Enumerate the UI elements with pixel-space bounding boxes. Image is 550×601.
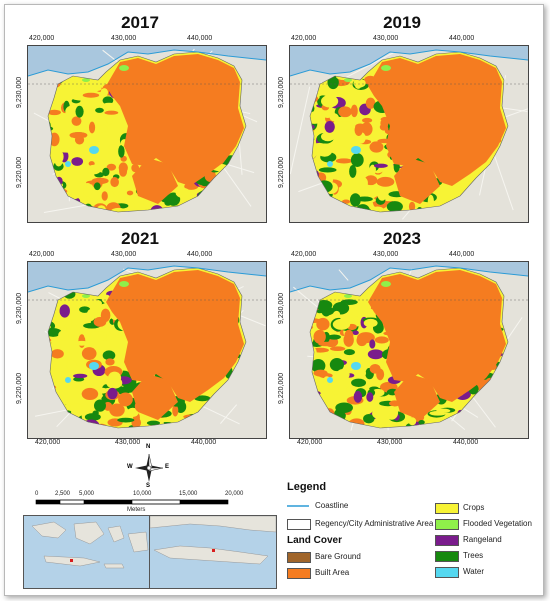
x-tick: 440,000 [187,251,213,258]
panel-title: 2019 [383,13,421,32]
swatch-trees [435,551,459,562]
x-tick: 440,000 [187,35,213,42]
x-tick: 420,000 [29,35,55,42]
east-label: E [165,464,170,470]
y-tick: 9,230,000 [16,76,23,108]
x-tick: 430,000 [373,251,399,258]
legend-built-area: Built Area [315,568,350,577]
panel-title: 2017 [121,13,159,32]
map-frame [289,45,529,223]
map-frame [27,261,267,439]
swatch-bare-ground [287,552,311,563]
legend-admin-area: Regency/City Administrative Area [315,519,434,528]
swatch-rangeland [435,535,459,546]
legend-bare-ground: Bare Ground [315,552,361,561]
x-tick: 430,000 [377,439,403,446]
y-tick: 9,230,000 [16,292,23,324]
inset-indonesia-graphic [31,521,149,569]
scale-label: 10,000 [133,491,152,497]
legend-flooded-vegetation: Flooded Vegetation [463,519,532,528]
map-panel-2023: 2023 420,000 430,000 440,000 9,230,000 9… [277,229,529,451]
legend-title: Legend [287,481,327,493]
x-tick: 420,000 [29,251,55,258]
inset-map-indonesia [23,515,151,589]
scale-label: 20,000 [225,491,244,497]
figure-frame: 2017 420,000 430,000 440,000 9,230,000 9… [4,4,544,596]
south-label: S [146,483,151,489]
x-tick: 420,000 [291,251,317,258]
x-tick: 430,000 [115,439,141,446]
y-tick: 9,220,000 [16,372,23,404]
scale-bar: 0 2,500 5,000 10,000 15,000 20,000 Meter… [35,491,245,517]
y-tick: 9,230,000 [278,292,285,324]
inset-map-java [149,515,277,589]
swatch-water [435,567,459,578]
map-panel-2019: 2019 420,000 430,000 440,000 9,230,000 9… [277,13,529,223]
swatch-crops [435,503,459,514]
swatch-flooded-vegetation [435,519,459,530]
scale-unit: Meters [127,507,146,513]
x-tick: 440,000 [453,439,479,446]
map-frame [27,45,267,223]
legend-trees: Trees [463,551,484,560]
scale-bar-graphic [35,499,229,505]
map-2021 [28,262,266,438]
map-frame [289,261,529,439]
y-tick: 9,220,000 [16,156,23,188]
land-cover-title: Land Cover [287,535,343,546]
coastline-symbol [287,505,309,507]
x-tick: 420,000 [297,439,323,446]
compass-rose-icon [135,453,164,482]
x-tick: 440,000 [449,35,475,42]
map-2017 [28,46,266,222]
legend-water: Water [463,567,485,576]
x-tick: 420,000 [35,439,61,446]
map-2023 [290,262,528,438]
map-2019 [290,46,528,222]
x-tick: 430,000 [111,251,137,258]
panel-title: 2023 [383,229,421,248]
scale-label: 5,000 [79,491,95,497]
x-tick: 430,000 [111,35,137,42]
scale-label: 2,500 [55,491,71,497]
x-tick: 420,000 [291,35,317,42]
y-tick: 9,230,000 [278,76,285,108]
swatch-built-area [287,568,311,579]
scale-label: 0 [35,491,39,497]
legend-coastline: Coastline [315,501,349,510]
scale-label: 15,000 [179,491,198,497]
legend-rangeland: Rangeland [463,535,502,544]
inset-java-graphic [150,516,276,565]
north-label: N [146,444,151,450]
west-label: W [127,464,133,470]
map-panel-2017: 2017 420,000 430,000 440,000 9,230,000 9… [15,13,267,223]
y-tick: 9,220,000 [278,156,285,188]
x-tick: 440,000 [191,439,217,446]
x-tick: 440,000 [449,251,475,258]
map-panel-2021: 2021 420,000 430,000 440,000 9,230,000 9… [15,229,267,451]
panel-title: 2021 [121,229,159,248]
x-tick: 430,000 [373,35,399,42]
admin-area-swatch [287,519,311,530]
legend-crops: Crops [463,503,485,512]
north-arrow: N S E W [127,444,170,489]
y-tick: 9,220,000 [278,372,285,404]
